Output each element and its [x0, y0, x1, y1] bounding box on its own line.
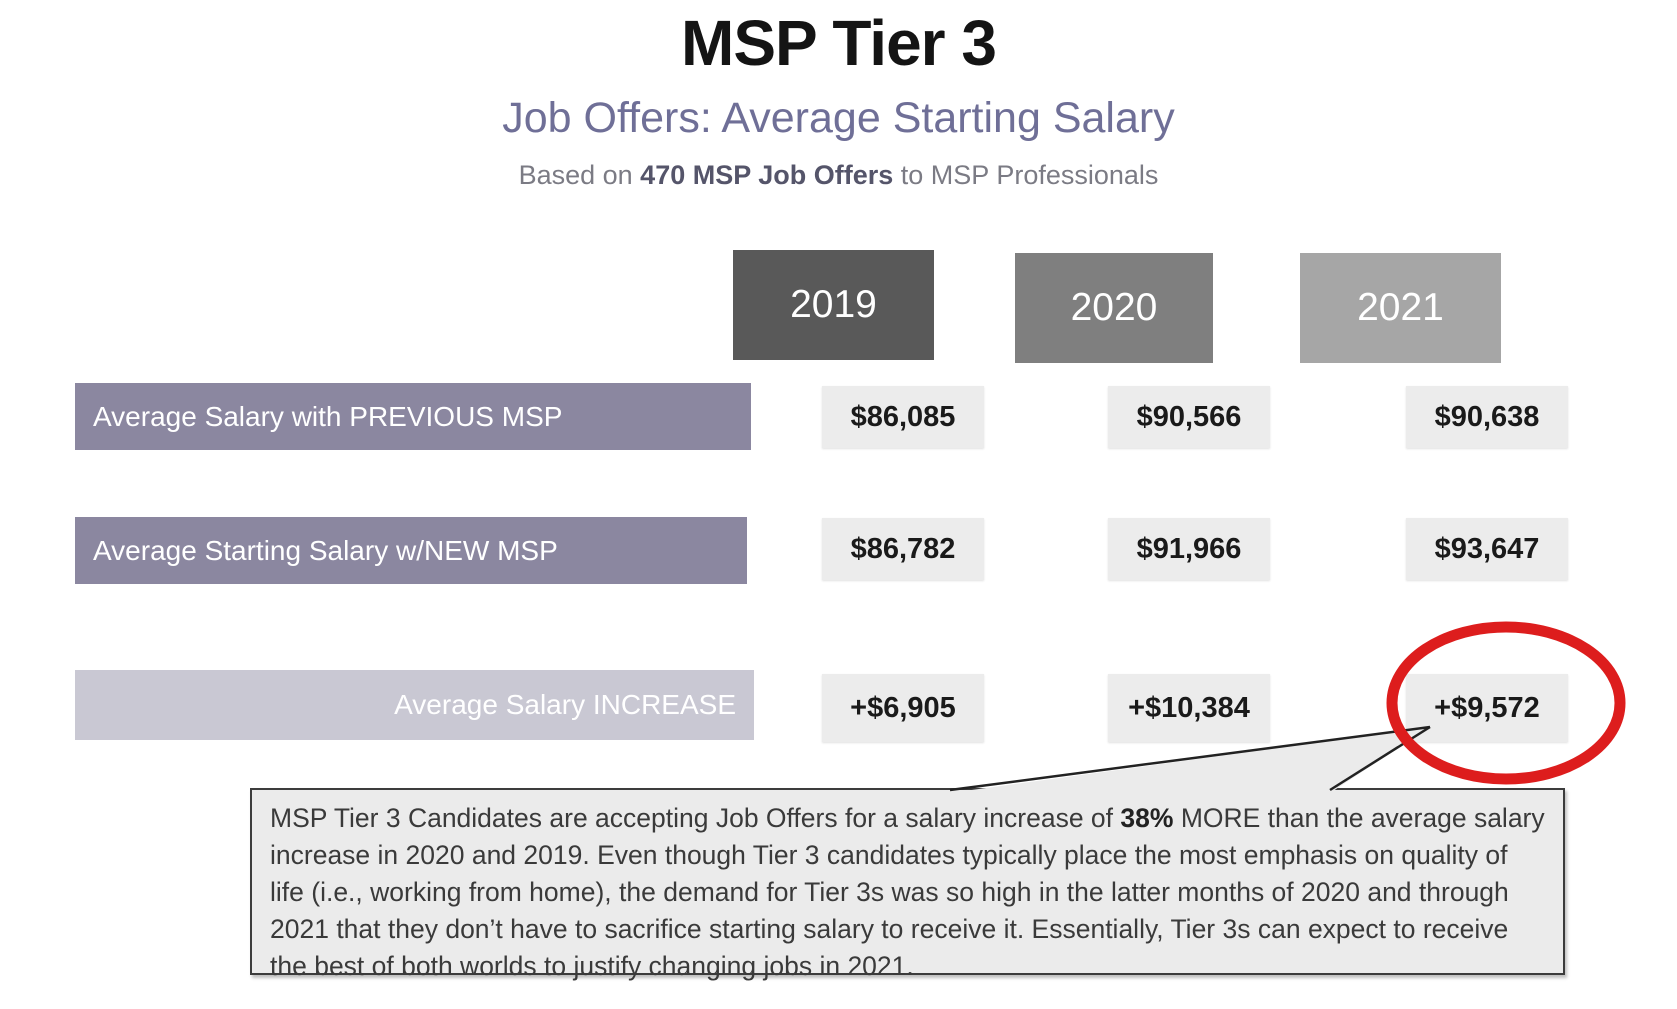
basis-prefix: Based on	[518, 160, 641, 190]
page-title: MSP Tier 3	[681, 7, 997, 79]
basis-bold: 470 MSP Job Offers	[640, 160, 894, 190]
basis-note: Based on 470 MSP Job Offers to MSP Profe…	[0, 160, 1677, 191]
value-increase-2020: +$10,384	[1108, 674, 1270, 742]
row-label-new-msp: Average Starting Salary w/NEW MSP	[75, 517, 747, 584]
page-subtitle: Job Offers: Average Starting Salary	[502, 94, 1175, 142]
row-label-previous-msp: Average Salary with PREVIOUS MSP	[75, 383, 751, 450]
value-previous-2021: $90,638	[1406, 386, 1568, 448]
value-previous-2019: $86,085	[822, 386, 984, 448]
value-increase-2021: +$9,572	[1406, 674, 1568, 742]
callout-text-prefix: MSP Tier 3 Candidates are accepting Job …	[270, 803, 1121, 833]
row-label-salary-increase: Average Salary INCREASE	[75, 670, 754, 740]
year-header-2021: 2021	[1300, 253, 1501, 363]
year-header-2019: 2019	[733, 250, 934, 360]
basis-suffix: to MSP Professionals	[893, 160, 1159, 190]
callout-text-bold: 38%	[1120, 803, 1174, 833]
value-new-2019: $86,782	[822, 518, 984, 580]
value-new-2021: $93,647	[1406, 518, 1568, 580]
callout-text-suffix: MORE than the average salary increase in…	[270, 803, 1545, 981]
value-previous-2020: $90,566	[1108, 386, 1270, 448]
year-header-2020: 2020	[1015, 253, 1213, 363]
value-new-2020: $91,966	[1108, 518, 1270, 580]
callout-box: MSP Tier 3 Candidates are accepting Job …	[250, 788, 1565, 981]
value-increase-2019: +$6,905	[822, 674, 984, 742]
